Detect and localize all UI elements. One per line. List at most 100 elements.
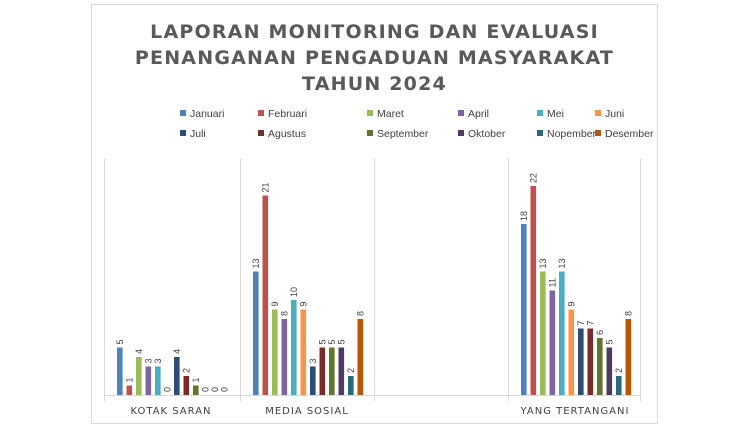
bar	[540, 271, 546, 395]
legend-label: Juli	[190, 128, 206, 140]
legend-item: Desember	[595, 128, 653, 140]
legend-swatch	[458, 130, 464, 136]
chart-title-line-2: PENANGANAN PENGADUAN MASYARAKAT	[134, 47, 615, 69]
legend-swatch	[458, 110, 464, 116]
bar	[262, 195, 269, 395]
legend-swatch	[258, 110, 264, 116]
bar	[348, 376, 354, 395]
data-label: 3	[153, 358, 163, 363]
legend-label: Januari	[190, 108, 225, 120]
data-label: 2	[614, 368, 624, 373]
bar	[329, 347, 335, 395]
data-label: 3	[308, 358, 318, 363]
data-label: 0	[200, 387, 210, 392]
chart-title-line-3: TAHUN 2024	[302, 73, 447, 95]
legend-item: Agustus	[258, 128, 306, 140]
bar	[174, 357, 180, 395]
data-label: 0	[210, 387, 220, 392]
data-label: 4	[134, 349, 144, 354]
bar	[117, 347, 123, 395]
data-label: 5	[327, 339, 337, 344]
bar	[145, 366, 152, 395]
legend-label: Agustus	[268, 128, 306, 140]
data-label: 5	[336, 339, 346, 344]
bar	[597, 338, 603, 395]
category-label: YANG TERTANGANI	[520, 406, 630, 417]
data-label: 8	[279, 311, 289, 316]
data-label: 1	[191, 377, 201, 382]
legend-label: Mei	[547, 108, 564, 120]
bar	[281, 319, 288, 395]
legend-label: Nopember	[547, 128, 597, 140]
legend-swatch	[595, 110, 601, 116]
legend-item: Juli	[180, 128, 206, 140]
data-label: 2	[346, 368, 356, 373]
data-label: 5	[317, 339, 327, 344]
legend-item: Mei	[537, 108, 564, 120]
bar	[587, 328, 594, 395]
legend-label: Maret	[377, 108, 404, 120]
legend-item: Oktober	[458, 128, 505, 140]
legend-item: September	[367, 128, 428, 140]
bar	[183, 376, 190, 395]
bar	[300, 309, 307, 395]
bar	[291, 300, 297, 395]
bar	[521, 224, 527, 395]
bar	[568, 309, 575, 395]
data-label: 0	[162, 387, 172, 392]
bar	[549, 290, 556, 395]
legend-label: Oktober	[468, 128, 506, 140]
data-label: 9	[298, 301, 308, 306]
legend-label: Desember	[605, 128, 654, 140]
data-label: 11	[547, 278, 557, 287]
legend-label: September	[377, 128, 429, 140]
data-label: 4	[172, 349, 182, 354]
bar	[126, 385, 133, 395]
bar	[310, 366, 316, 395]
bar	[616, 376, 622, 395]
bar	[272, 309, 278, 395]
legend-swatch	[537, 110, 543, 116]
bar	[338, 347, 345, 395]
legend-swatch	[367, 130, 373, 136]
legend-item: Nopember	[537, 128, 596, 140]
data-label: 3	[143, 358, 153, 363]
legend-swatch	[595, 130, 601, 136]
data-label: 13	[538, 258, 548, 268]
category-label: MEDIA SOSIAL	[265, 406, 349, 417]
data-label: 18	[519, 211, 529, 221]
data-label: 9	[270, 301, 280, 306]
legend-swatch	[180, 130, 186, 136]
legend-swatch	[258, 130, 264, 136]
legend-label: Juni	[605, 108, 625, 120]
legend-item: Juni	[595, 108, 624, 120]
legend-label: Februari	[268, 108, 308, 120]
data-label: 7	[576, 320, 586, 325]
data-label: 5	[604, 339, 614, 344]
chart-title: LAPORAN MONITORING DAN EVALUASI PENANGAN…	[92, 19, 657, 97]
data-label: 6	[595, 330, 605, 335]
chart-frame: LAPORAN MONITORING DAN EVALUASI PENANGAN…	[91, 4, 658, 424]
data-label: 21	[260, 182, 270, 192]
legend-swatch	[537, 130, 543, 136]
legend-item: April	[458, 108, 489, 120]
bar	[559, 271, 565, 395]
legend-item: Februari	[258, 108, 307, 120]
bar	[155, 366, 161, 395]
bar	[606, 347, 613, 395]
data-label: 13	[557, 258, 567, 268]
legend-item: Januari	[180, 108, 224, 120]
data-label: 2	[181, 368, 191, 373]
bar	[578, 328, 584, 395]
bar	[530, 186, 537, 395]
data-label: 13	[251, 258, 261, 268]
data-label: 8	[623, 311, 633, 316]
legend-swatch	[367, 110, 373, 116]
data-label: 5	[115, 339, 125, 344]
bar	[253, 271, 259, 395]
data-label: 1	[124, 377, 134, 382]
bar	[319, 347, 326, 395]
data-label: 7	[585, 320, 595, 325]
legend-swatch	[180, 110, 186, 116]
